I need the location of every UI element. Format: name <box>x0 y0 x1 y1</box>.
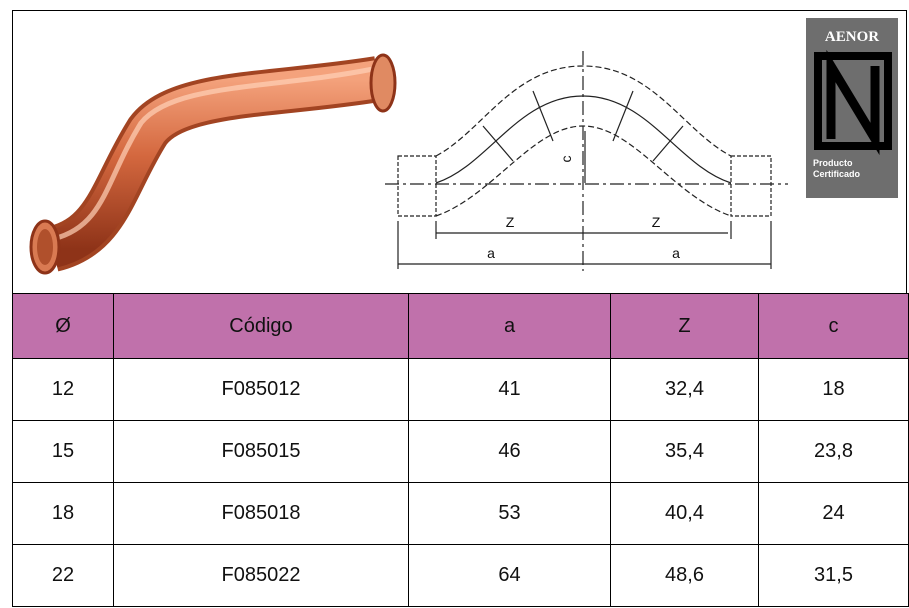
cell: 48,6 <box>611 545 759 607</box>
cell: F085022 <box>114 545 409 607</box>
cell: F085012 <box>114 359 409 421</box>
cell: 24 <box>759 483 909 545</box>
page: c Z Z a a AENOR Producto Certificado ØCó… <box>0 0 909 608</box>
header-cell: a <box>409 294 611 359</box>
cell: 31,5 <box>759 545 909 607</box>
cell: 15 <box>13 421 114 483</box>
cell: 53 <box>409 483 611 545</box>
cell: 18 <box>13 483 114 545</box>
header-cell: c <box>759 294 909 359</box>
header-cell: Ø <box>13 294 114 359</box>
logo-text: Producto <box>813 158 853 168</box>
dim-label: Z <box>652 214 661 230</box>
dim-label: a <box>487 245 495 261</box>
cell: 64 <box>409 545 611 607</box>
header-cell: Z <box>611 294 759 359</box>
image-area: c Z Z a a AENOR Producto Certificado <box>12 10 907 293</box>
cell: F085015 <box>114 421 409 483</box>
cell: 46 <box>409 421 611 483</box>
cell: 22 <box>13 545 114 607</box>
technical-drawing <box>385 51 788 271</box>
cell: 18 <box>759 359 909 421</box>
cell: 32,4 <box>611 359 759 421</box>
cell: 12 <box>13 359 114 421</box>
copper-fitting-photo <box>31 55 395 273</box>
illustrations: c Z Z a a AENOR Producto Certificado <box>13 11 908 294</box>
dim-label: Z <box>506 214 515 230</box>
cell: 41 <box>409 359 611 421</box>
logo-text: Certificado <box>813 169 861 179</box>
dim-label: a <box>672 245 680 261</box>
aenor-logo: AENOR Producto Certificado <box>806 18 898 198</box>
cell: 40,4 <box>611 483 759 545</box>
cell: 23,8 <box>759 421 909 483</box>
header-cell: Código <box>114 294 409 359</box>
dim-label: c <box>558 156 574 163</box>
cell: 35,4 <box>611 421 759 483</box>
cell: F085018 <box>114 483 409 545</box>
logo-title: AENOR <box>825 29 879 45</box>
